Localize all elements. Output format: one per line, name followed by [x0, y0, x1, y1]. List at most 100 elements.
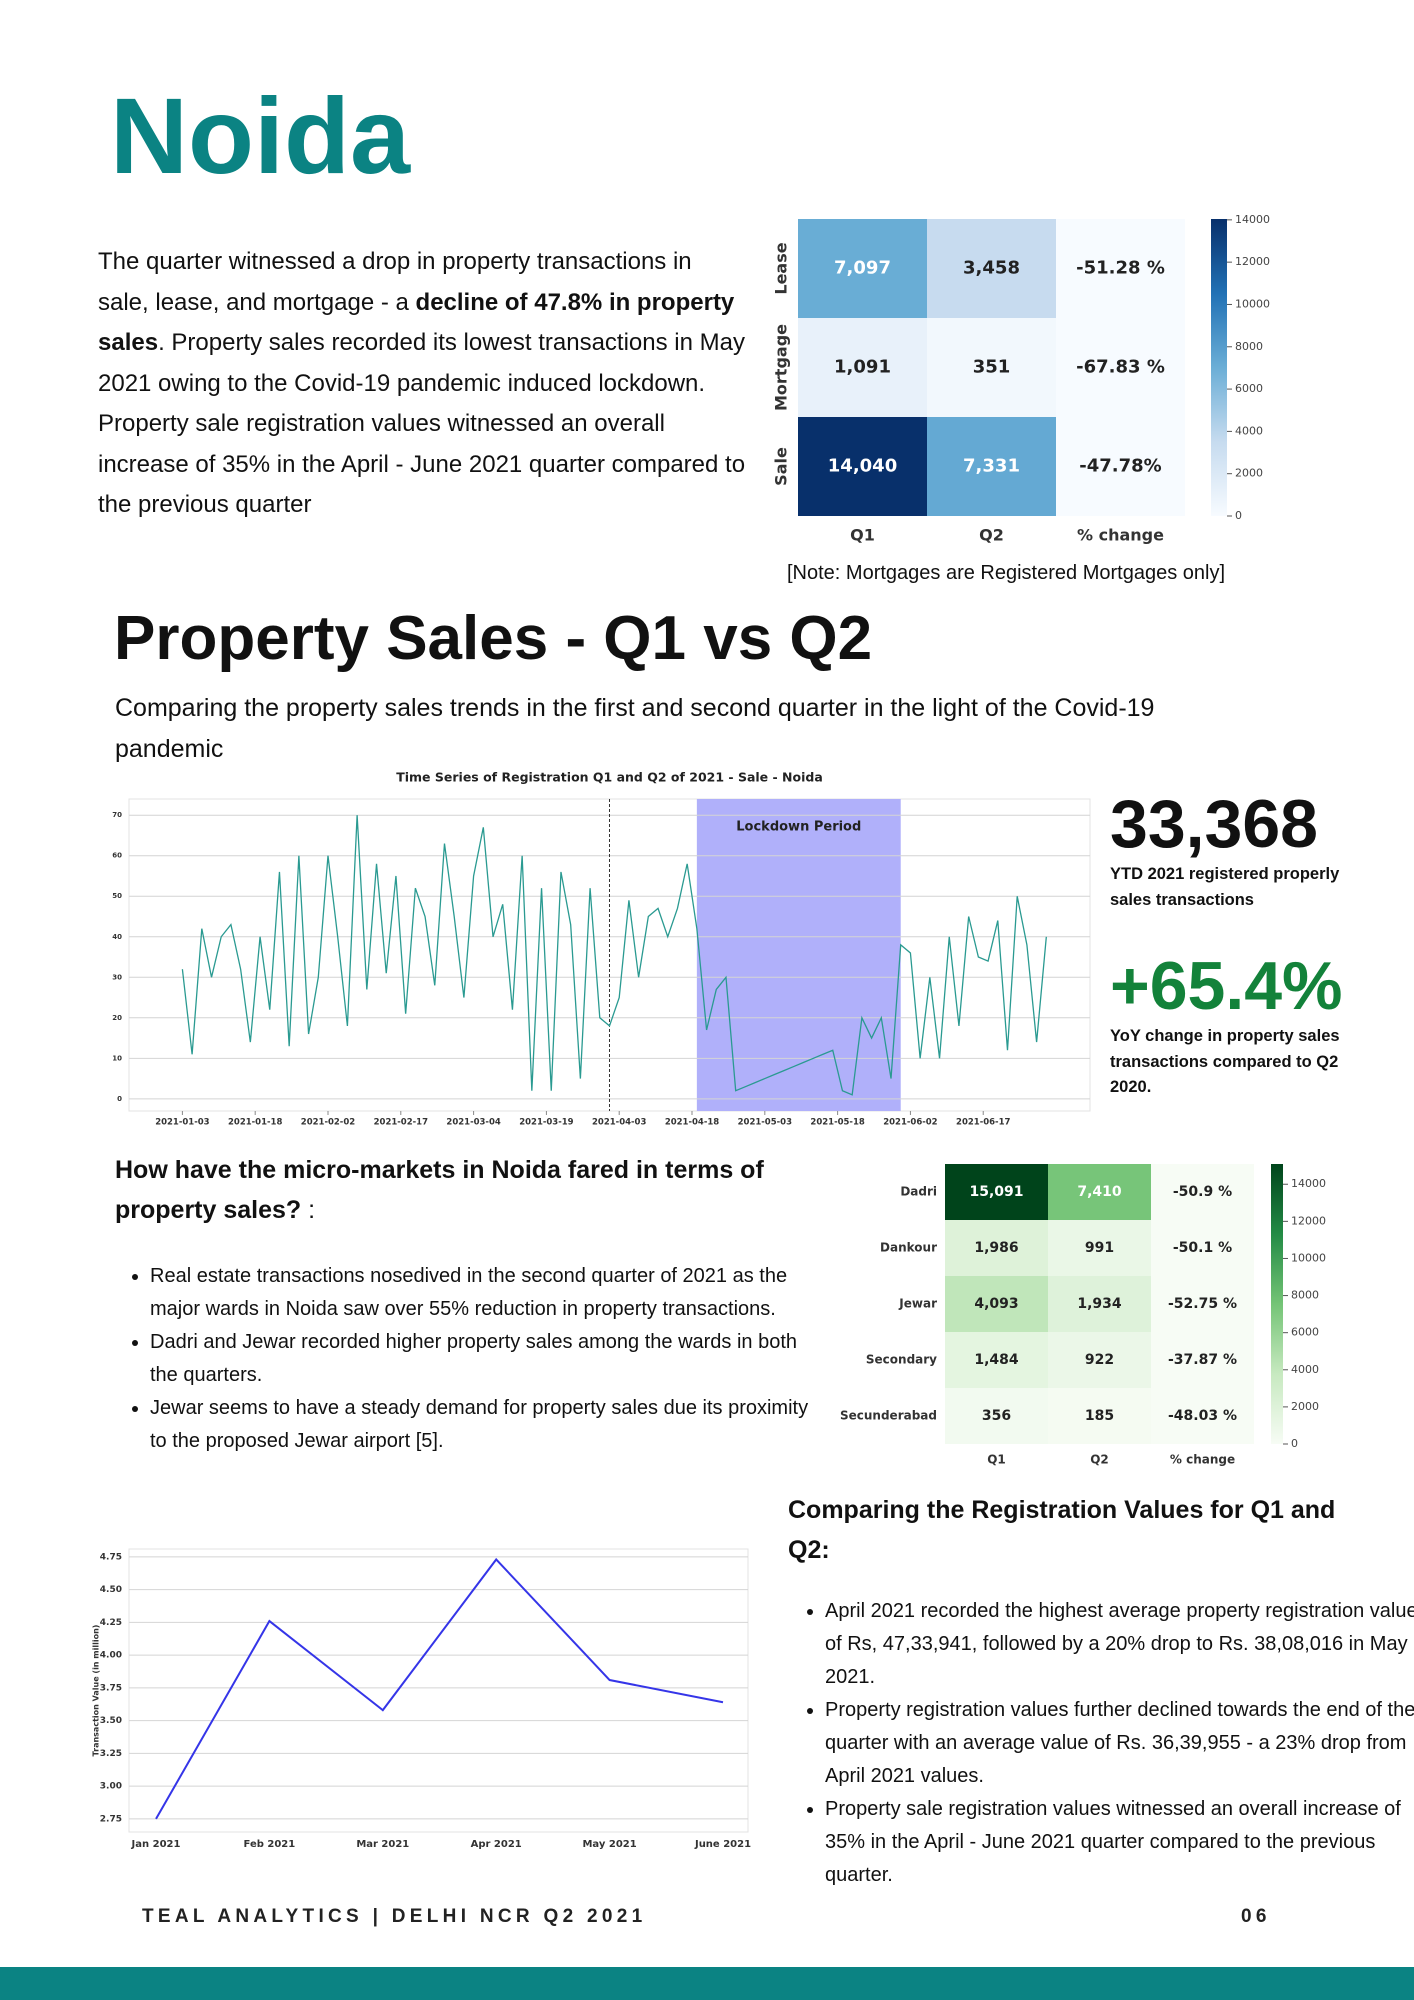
colorbar [1211, 219, 1227, 516]
x-tick-label: June 2021 [694, 1839, 751, 1850]
page-number: 06 [1241, 1906, 1271, 1927]
y-tick-label: 70 [112, 811, 122, 819]
text: : [301, 1196, 316, 1224]
column-label: % change [1170, 1453, 1235, 1467]
x-tick-label: 2021-01-18 [228, 1118, 282, 1128]
chart-title: Time Series of Registration Q1 and Q2 of… [396, 770, 823, 785]
heatmap-cell [945, 1220, 1048, 1276]
x-tick-label: 2021-05-03 [738, 1118, 792, 1128]
section-subtitle: Comparing the property sales trends in t… [115, 694, 1155, 763]
x-tick-label: 2021-03-04 [446, 1118, 500, 1128]
cell-label: 4,093 [974, 1296, 1018, 1312]
x-tick-label: Apr 2021 [471, 1839, 522, 1850]
column-label: Q2 [979, 526, 1004, 545]
note: [Note: Mortgages are Registered Mortgage… [787, 562, 1225, 584]
heatmap-cell [1048, 1332, 1151, 1388]
x-tick-label: 2021-06-02 [883, 1118, 937, 1128]
column-label: Q1 [850, 526, 875, 545]
line-chart: 2.75 3.00 3.25 3.50 3.75 4.00 4.25 4.50 4.75 Jan … [92, 1548, 751, 1850]
row-label: Dankour [880, 1241, 937, 1255]
heatmap-cell [798, 417, 927, 516]
y-tick-label: 3.50 [100, 1716, 122, 1726]
heatmap-cell [1056, 318, 1185, 417]
heatmap-cell [1048, 1164, 1151, 1220]
cell-label: 7,097 [834, 258, 891, 279]
data-line [155, 1557, 724, 1820]
y-tick-label: 10 [112, 1054, 122, 1062]
bullet: Dadri and Jewar recorded higher property… [150, 1326, 820, 1392]
cell-label: -48.03 % [1168, 1408, 1237, 1424]
y-tick-label: 3.75 [100, 1683, 122, 1693]
colorbar-tick-label: 12000 [1235, 255, 1270, 268]
y-tick-label: 4.50 [100, 1585, 122, 1595]
x-tick-label: 2021-02-02 [301, 1118, 355, 1128]
y-tick-label: 50 [112, 892, 122, 900]
x-tick-label: 2021-04-18 [665, 1118, 719, 1128]
row-label: Dadri [900, 1185, 937, 1199]
colorbar-tick-label: 12000 [1291, 1214, 1326, 1227]
stat-value: +65.4% [1110, 948, 1343, 1024]
heatmap-cell [1151, 1276, 1254, 1332]
cell-label: 1,986 [974, 1240, 1018, 1256]
y-tick-label: 30 [112, 973, 122, 981]
heatmap-cell [1056, 417, 1185, 516]
heatmap-cell [1048, 1220, 1151, 1276]
footer-bar [0, 1967, 1414, 2000]
cell-label: 7,410 [1077, 1184, 1122, 1200]
y-axis-label: Transaction Value (in million) [92, 1625, 101, 1757]
row-label: Jewar [898, 1297, 937, 1311]
cell-label: -47.78% [1079, 456, 1161, 477]
text: The quarter witnessed a drop in property… [98, 248, 692, 316]
colorbar-tick-label: 10000 [1291, 1251, 1326, 1264]
heading: Comparing the Registration Values for Q1… [788, 1496, 1336, 1564]
x-tick-label: 2021-01-03 [155, 1118, 209, 1128]
column-label: Q2 [1090, 1453, 1109, 1467]
cell-label: 991 [1085, 1240, 1114, 1256]
text: . Property sales recorded its lowest tra… [98, 329, 746, 518]
heatmap-cell [945, 1332, 1048, 1388]
colorbar-tick-label: 2000 [1291, 1400, 1319, 1413]
cell-label: 351 [973, 357, 1011, 378]
cell-label: 14,040 [828, 456, 897, 477]
colorbar-tick-label: 0 [1291, 1437, 1298, 1450]
y-tick-label: 20 [112, 1014, 122, 1022]
heatmap-cell [945, 1164, 1048, 1220]
stat-label: YTD 2021 registered properly sales trans… [1110, 865, 1340, 909]
colorbar-tick-label: 10000 [1235, 297, 1270, 310]
plot-area [128, 1548, 749, 1833]
bullet: Property sale registration values witnes… [825, 1793, 1414, 1892]
cell-label: -50.9 % [1173, 1184, 1232, 1200]
section-title: Property Sales - Q1 vs Q2 [114, 604, 873, 673]
heatmap-cell [1056, 219, 1185, 318]
text-bold: How have the micro-markets in Noida fare… [115, 1156, 764, 1224]
x-tick-label: 2021-05-18 [810, 1118, 864, 1128]
heatmap-cell [1048, 1276, 1151, 1332]
colorbar-tick-label: 14000 [1291, 1177, 1326, 1190]
heatmap-cell [1048, 1388, 1151, 1444]
colorbar-tick-label: 6000 [1235, 382, 1263, 395]
row-label: Mortgage [772, 324, 791, 411]
colorbar-tick-label: 4000 [1291, 1363, 1319, 1376]
cell-label: 3,458 [963, 258, 1020, 279]
x-tick-label: Feb 2021 [244, 1839, 296, 1850]
row-label: Secunderabad [840, 1409, 937, 1423]
cell-label: 185 [1085, 1408, 1114, 1424]
heading: How have the micro-markets in Noida fare… [115, 1150, 815, 1230]
cell-label: -67.83 % [1076, 357, 1165, 378]
cell-label: 356 [982, 1408, 1011, 1424]
y-tick-label: 3.00 [100, 1782, 122, 1792]
colorbar-tick-label: 6000 [1291, 1326, 1319, 1339]
heatmap-cell [1151, 1164, 1254, 1220]
cell-label: 7,331 [963, 456, 1020, 477]
cell-label: -50.1 % [1173, 1240, 1232, 1256]
colorbar-tick-label: 14000 [1235, 213, 1270, 226]
y-tick-label: 40 [112, 933, 122, 941]
page-title: Noida [110, 75, 411, 196]
cell-label: 1,484 [974, 1352, 1019, 1368]
heatmap-cell [945, 1388, 1048, 1444]
x-tick-label: 2021-06-17 [956, 1118, 1010, 1128]
y-tick-label: 3.25 [100, 1749, 122, 1759]
x-tick-label: Mar 2021 [356, 1839, 409, 1850]
bullet-list: April 2021 recorded the highest average … [789, 1595, 1414, 1892]
x-tick-label: 2021-04-03 [592, 1118, 646, 1128]
